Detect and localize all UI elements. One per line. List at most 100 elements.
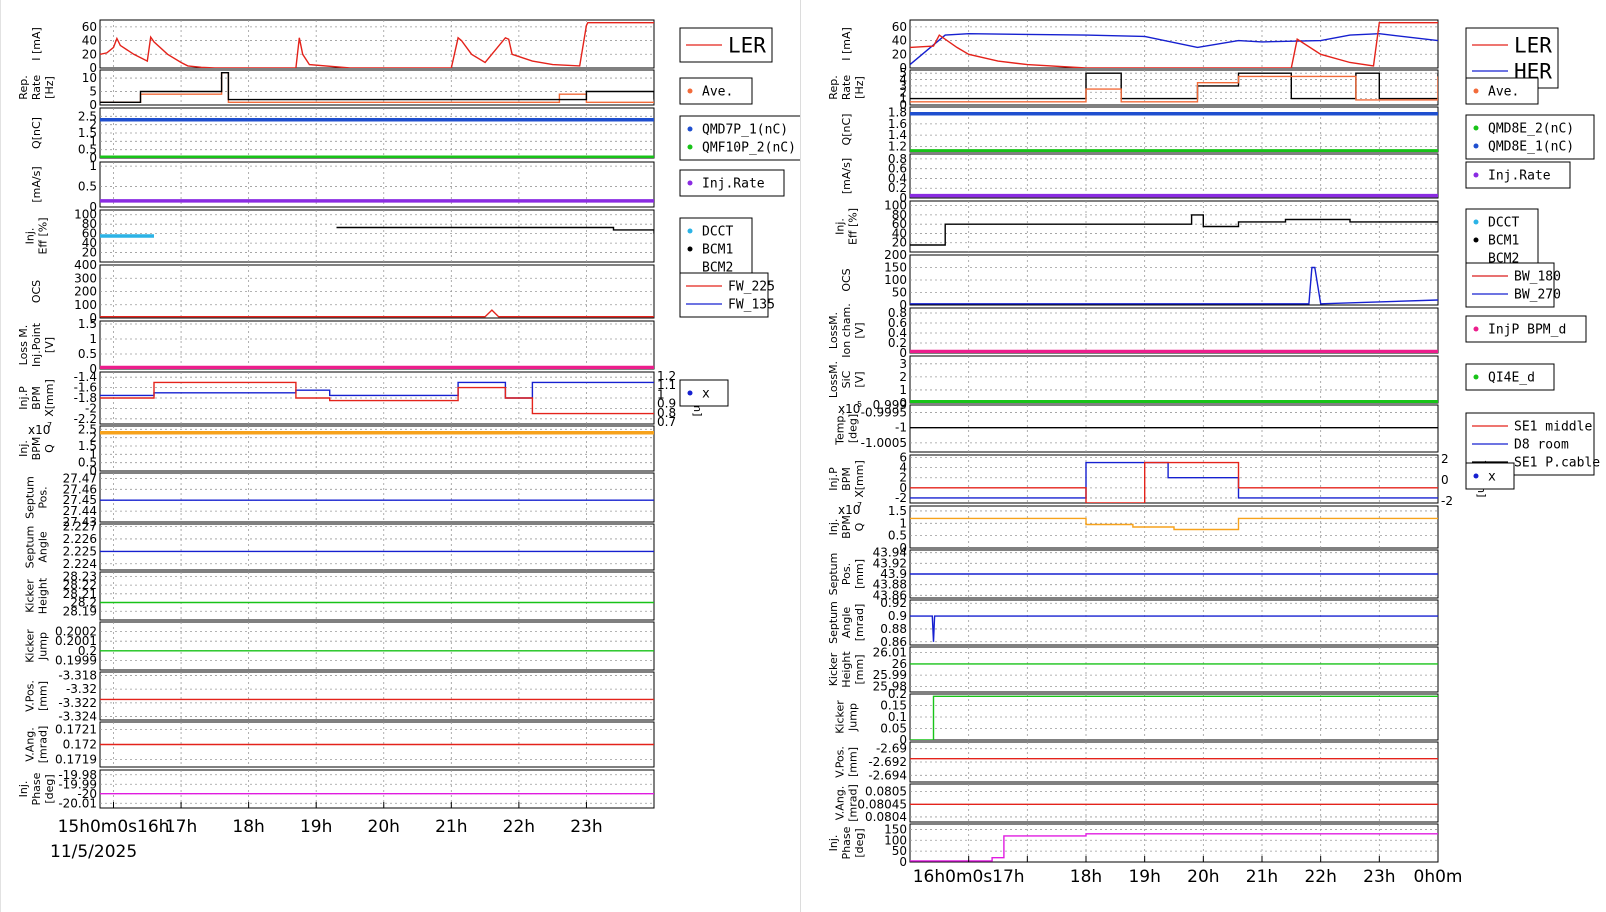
legend-swatch	[1473, 374, 1479, 380]
x-tick-label: 20h	[368, 817, 400, 837]
y-axis-label: Pos.	[840, 563, 853, 585]
x-tick-label: 19h	[1128, 867, 1160, 887]
panel-13: -3.318-3.32-3.322-3.324 V.Pos. [mm]	[24, 668, 655, 724]
y-tick-label: -19.99	[58, 777, 97, 791]
legend-panel-1: Ave.	[679, 77, 753, 105]
y-tick-label: 0.1	[888, 710, 907, 724]
y-tick-label: 0.0805	[865, 785, 907, 799]
y-tick-label: 1.4	[888, 128, 907, 142]
y-tick-label: 1	[89, 447, 97, 461]
panel-frame	[909, 19, 1439, 69]
y-tick-label: 0.4	[888, 171, 907, 185]
y-tick-label: 0	[89, 200, 97, 214]
panel-frame	[909, 741, 1439, 783]
y-axis-label: I [mA]	[30, 27, 43, 61]
panel-frame	[99, 671, 655, 721]
y-tick-label: 43.88	[873, 578, 907, 592]
y-axis-label: V.Ang.	[834, 786, 847, 821]
y-axis-label: Kicker	[24, 629, 37, 663]
y-tick-label: 0.5	[78, 143, 97, 157]
y-tick-label: 27.47	[63, 471, 97, 485]
window-divider	[800, 0, 801, 912]
y-tick-label: -2.692	[868, 755, 907, 769]
y-tick-label: 0.2	[888, 336, 907, 350]
exponent-power: 7	[47, 421, 52, 430]
panel-frame	[909, 823, 1439, 863]
panel-frame	[99, 523, 655, 571]
y-axis-label: [mA/s]	[840, 158, 853, 194]
right-tick-label: 0.7	[657, 415, 676, 429]
legend-label: Ave.	[1488, 85, 1519, 100]
y-tick-label: 27.45	[63, 493, 97, 507]
y-axis-label: [mA/s]	[30, 166, 43, 202]
y-axis-label: Septum	[827, 553, 840, 596]
y-tick-label: -1.4	[74, 370, 97, 384]
y-tick-label: 0.5	[888, 529, 907, 543]
series-y	[910, 461, 1438, 503]
y-axis-label: Kicker	[834, 700, 847, 734]
y-tick-label: 2.5	[78, 109, 97, 123]
y-tick-label: 0	[89, 151, 97, 165]
y-axis-label: [mrad]	[37, 726, 50, 764]
y-tick-label: 100	[74, 208, 97, 222]
y-tick-label: 4	[899, 73, 907, 87]
legend-label: BW_270	[1514, 288, 1561, 303]
legend-swatch	[1473, 326, 1479, 332]
y-tick-label: 6	[899, 451, 907, 465]
y-tick-label: 60	[82, 227, 97, 241]
y-axis-label: X[mm]	[853, 460, 866, 498]
y-tick-label: 0	[899, 855, 907, 869]
y-tick-label: 0.172	[63, 738, 97, 752]
panel-frame	[99, 621, 655, 671]
y-axis-label: LossM.	[827, 312, 840, 349]
date-label: 11/5/2025	[50, 842, 137, 862]
legend-label: QMF10P_2(nC)	[702, 141, 796, 156]
legend-label: DCCT	[702, 225, 733, 240]
legend-swatch	[687, 180, 693, 186]
y-axis-label: BPM	[840, 515, 853, 539]
y-axis-label: Jump	[847, 703, 860, 732]
x-tick-label: 22h	[1304, 867, 1336, 887]
legend-swatch	[1473, 125, 1479, 131]
y-tick-label: 0	[899, 298, 907, 312]
y-tick-label: -0.9995	[861, 406, 907, 420]
y-axis-label: Inj.Point	[30, 322, 43, 367]
panel-14: 0.20.150.10.050 Kicker Jump	[834, 687, 1439, 747]
right-tick-label: 0.8	[657, 406, 676, 420]
y-tick-label: 0	[89, 61, 97, 75]
legend-box	[679, 169, 785, 197]
y-axis-label: Loss M.	[17, 325, 30, 366]
series-fw-225	[100, 309, 654, 318]
y-tick-label: 0.5	[78, 180, 97, 194]
y-tick-label: 0.1999	[55, 653, 97, 667]
y-tick-label: 20	[892, 47, 907, 61]
y-tick-label: 28.22	[63, 578, 97, 592]
exponent-label: x10	[838, 503, 860, 517]
y-axis-label: Pos.	[37, 486, 50, 508]
panel-frame	[99, 209, 655, 263]
y-tick-label: 0.5	[78, 456, 97, 470]
series-ler	[100, 22, 654, 68]
y-tick-label: 0.92	[880, 596, 907, 610]
x-tick-label: 22h	[503, 817, 535, 837]
y-axis-label: Angle	[840, 607, 853, 639]
y-axis-label: Septum	[827, 601, 840, 644]
y-axis-label: Height	[840, 651, 853, 688]
y-axis-label: OCS	[30, 280, 43, 303]
exponent-power: 7	[857, 501, 862, 510]
panel-15: -2.69-2.692-2.694 V.Pos. [mm]	[834, 741, 1439, 783]
right-tick-label: 1.2	[657, 369, 676, 383]
y-tick-label: -2.2	[74, 412, 97, 426]
y-axis-label: [mm]	[853, 654, 866, 684]
right-tick-label: 1.1	[657, 378, 676, 392]
series-rate	[100, 72, 654, 103]
x-tick-label: 16h0m0s17h	[913, 867, 1025, 887]
legend-label: D8 room	[1514, 438, 1569, 453]
